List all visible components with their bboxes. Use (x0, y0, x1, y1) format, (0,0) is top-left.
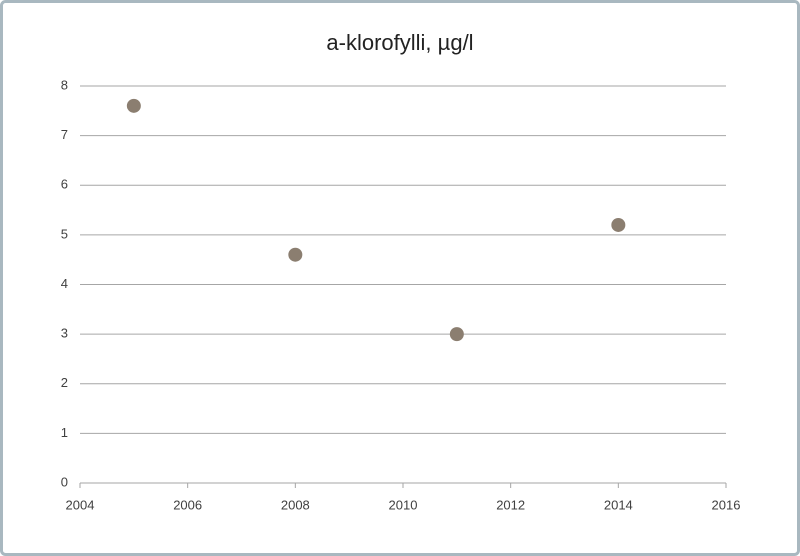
x-tick-label: 2010 (389, 497, 418, 512)
y-tick-label: 7 (61, 127, 68, 142)
y-tick-label: 0 (61, 474, 68, 489)
point (126, 98, 141, 113)
y-tick-label: 6 (61, 177, 68, 192)
y-tick-label: 4 (61, 276, 68, 291)
point (611, 217, 626, 232)
x-tick-label: 2014 (604, 497, 633, 512)
point (449, 327, 464, 342)
chart-title: a-klorofylli, µg/l (326, 30, 473, 55)
x-tick-label: 2004 (66, 497, 95, 512)
y-tick-label: 8 (61, 77, 68, 92)
y-tick-label: 2 (61, 375, 68, 390)
y-tick-label: 1 (61, 425, 68, 440)
x-tick-label: 2016 (712, 497, 741, 512)
y-tick-label: 5 (61, 226, 68, 241)
x-tick-label: 2012 (496, 497, 525, 512)
point (288, 247, 303, 262)
x-tick-label: 2006 (173, 497, 202, 512)
y-tick-label: 3 (61, 326, 68, 341)
x-tick-label: 2008 (281, 497, 310, 512)
